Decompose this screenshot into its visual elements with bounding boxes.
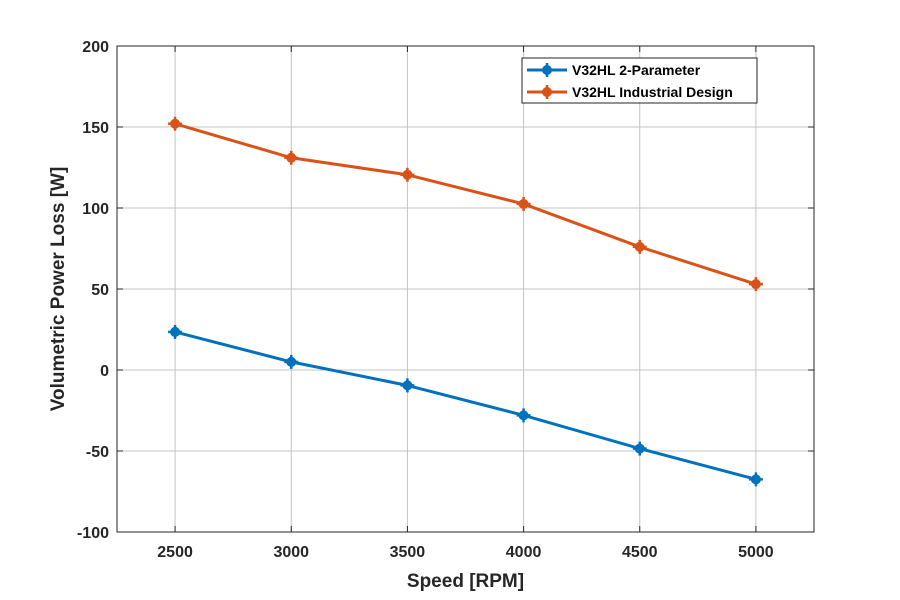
series-industrial-design-line <box>174 122 757 286</box>
y-tick-label: -100 <box>77 525 109 542</box>
legend-swatch-marker <box>540 63 554 77</box>
x-tick-label: 2500 <box>157 544 193 561</box>
series-layer <box>168 116 763 487</box>
series-industrial-design-point <box>284 150 299 165</box>
series-industrial-design-point <box>516 196 531 211</box>
y-axis-label: Volumetric Power Loss [W] <box>48 167 69 412</box>
series-2-parameter <box>168 324 763 487</box>
y-tick-label: 0 <box>100 363 109 380</box>
series-industrial-design-point <box>748 277 763 292</box>
legend-entry: V32HL 2-Parameter <box>527 62 701 78</box>
series-industrial-design-point <box>632 239 647 254</box>
series-industrial-design-point <box>400 167 415 182</box>
x-tick-label: 3000 <box>273 544 309 561</box>
x-axis-label: Speed [RPM] <box>407 571 524 592</box>
x-tick-label: 5000 <box>738 544 774 561</box>
legend-entry: V32HL Industrial Design <box>527 84 733 100</box>
series-2-parameter-point <box>400 378 415 393</box>
y-tick-label: 200 <box>82 39 109 56</box>
x-tick-label: 3500 <box>390 544 426 561</box>
series-2-parameter-point <box>516 408 531 423</box>
y-tick-label: 100 <box>82 201 109 218</box>
series-industrial-design-point <box>168 116 183 131</box>
legend-items: V32HL 2-Parameter V32HL Industrial Design <box>527 62 733 100</box>
y-tick-label: -50 <box>86 444 109 461</box>
series-industrial-design <box>168 116 763 292</box>
axis-ticks: 2500 3000 3500 4000 4500 5000 -100 -50 0 50 100 150… <box>77 39 814 561</box>
legend: V32HL 2-Parameter V32HL Industrial Design <box>521 57 758 104</box>
legend-swatch-marker <box>540 85 554 99</box>
legend-box <box>521 57 758 104</box>
x-tick-label: 4500 <box>622 544 658 561</box>
y-tick-label: 50 <box>91 282 109 299</box>
y-tick-label: 150 <box>82 120 109 137</box>
series-2-parameter-point <box>748 472 763 487</box>
legend-label: V32HL 2-Parameter <box>572 62 701 78</box>
series-2-parameter-line <box>174 330 757 481</box>
legend-label: V32HL Industrial Design <box>572 84 733 100</box>
series-2-parameter-point <box>168 324 183 339</box>
series-2-parameter-point <box>284 354 299 369</box>
series-2-parameter-point <box>632 441 647 456</box>
x-tick-label: 4000 <box>506 544 542 561</box>
